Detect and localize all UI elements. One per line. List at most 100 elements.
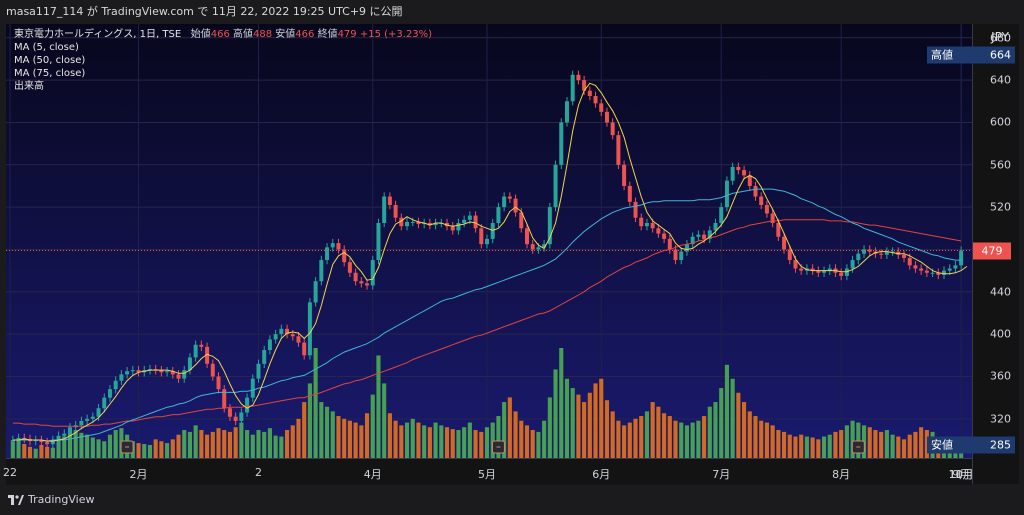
volume-bar <box>907 434 912 458</box>
candle-body <box>85 418 90 421</box>
volume-bar <box>90 437 95 458</box>
legend-ma5[interactable]: MA (5, close) <box>14 42 79 53</box>
candle-body <box>644 223 649 227</box>
volume-bar <box>850 420 855 458</box>
volume-bar <box>736 392 741 458</box>
legend-ma75[interactable]: MA (75, close) <box>14 68 86 79</box>
candle-body <box>753 185 758 197</box>
high-price-tag: 高値 664 <box>927 46 1015 64</box>
candle-body <box>405 221 410 227</box>
volume-bar <box>427 427 432 458</box>
volume-bar <box>867 427 872 458</box>
volume-bar <box>62 436 67 458</box>
volume-bar <box>239 422 244 458</box>
candle-body <box>919 268 924 271</box>
candle-body <box>342 249 347 263</box>
candle-body <box>507 196 512 199</box>
candle-body <box>353 272 358 282</box>
high-tag-label: 高値 <box>931 48 953 62</box>
candle-body <box>513 198 518 213</box>
candle-body <box>205 346 210 364</box>
legend-ma50[interactable]: MA (50, close) <box>14 55 86 66</box>
volume-bar <box>599 378 604 458</box>
last-price-tag: 479 <box>973 242 1011 260</box>
volume-bar <box>742 402 747 458</box>
high-tag-value: 664 <box>990 48 1011 62</box>
candle-body <box>599 103 604 112</box>
price-axis[interactable]: JPY 680640600560520480440400360320 高値 66… <box>927 24 1019 484</box>
candle-body <box>667 238 672 250</box>
volume-bar <box>764 422 769 458</box>
volume-bar <box>633 418 638 458</box>
volume-bar <box>296 418 301 458</box>
volume-bar <box>507 397 512 458</box>
volume-bar <box>873 430 878 458</box>
volume-bar <box>50 447 55 458</box>
volume-bar <box>79 432 84 458</box>
volume-bar <box>307 383 312 458</box>
candle-body <box>959 250 964 266</box>
candle-body <box>296 336 301 343</box>
candle-body <box>56 435 61 441</box>
volume-bar <box>279 436 284 458</box>
candle-body <box>759 196 764 206</box>
candle-body <box>839 272 844 276</box>
volume-bar <box>816 439 821 458</box>
x-tick-label: 4月 <box>363 468 382 481</box>
volume-bar <box>422 425 427 458</box>
candle-body <box>924 270 929 273</box>
volume-bar <box>496 416 501 458</box>
candle-body <box>330 243 335 248</box>
candle-body <box>604 111 609 123</box>
candle-body <box>622 164 627 186</box>
volume-bar <box>170 439 175 458</box>
volume-bar <box>833 431 838 458</box>
candle-body <box>370 260 375 286</box>
volume-bar <box>444 427 450 458</box>
currency-label[interactable]: JPY <box>991 30 1009 44</box>
candle-body <box>45 442 50 445</box>
tradingview-logo-icon <box>8 494 24 505</box>
volume-bar <box>216 428 221 458</box>
time-axis[interactable]: 22 2月 2 4月 5月 6月 7月 8月 9月 10月 11月 <box>3 458 974 485</box>
volume-bar <box>187 431 193 458</box>
candle-body <box>130 370 135 372</box>
moving-averages <box>6 82 972 442</box>
volume-bar <box>85 434 90 458</box>
candle-body <box>113 380 118 390</box>
candle-body <box>902 254 907 258</box>
candle-body <box>827 268 832 271</box>
volume-bar <box>593 383 598 458</box>
candle-body <box>302 342 307 356</box>
volume-bar <box>662 413 667 458</box>
plot-area[interactable]: 東京電力ホールディングス, 1日, TSE 始値466 高値488 安値466 … <box>6 24 972 458</box>
candle-body <box>856 253 861 261</box>
volume-bar <box>467 422 472 458</box>
candle-body <box>684 244 689 252</box>
volume-bar <box>199 430 204 458</box>
candle-body <box>690 236 695 245</box>
volume-bar <box>205 434 210 458</box>
volume-bar <box>844 425 849 458</box>
candle-body <box>879 253 884 255</box>
volume-bar <box>193 425 198 458</box>
volume-bar <box>919 427 924 458</box>
volume-bar <box>644 411 650 458</box>
candle-body <box>884 251 889 255</box>
candle-body <box>913 265 918 269</box>
legend-volume[interactable]: 出来高 <box>14 81 44 92</box>
candle-body <box>325 247 330 261</box>
volume-bar <box>364 413 370 458</box>
volume-bar <box>416 422 421 458</box>
candle-body <box>245 397 250 413</box>
candle-body <box>250 378 255 398</box>
x-tick-label: 2月 <box>129 468 148 481</box>
tradingview-footer[interactable]: TradingView <box>8 493 94 506</box>
volume-bar <box>107 434 113 458</box>
candle-body <box>67 427 72 434</box>
x-tick-label: 7月 <box>712 468 731 481</box>
price-chart[interactable] <box>6 24 972 458</box>
volume-bar <box>210 431 215 458</box>
volume-bars <box>10 348 964 458</box>
volume-bar <box>342 418 347 458</box>
